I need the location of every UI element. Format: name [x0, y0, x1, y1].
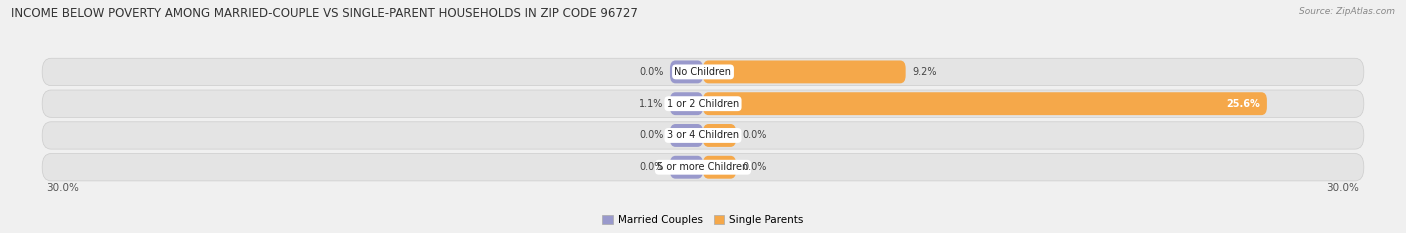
- Text: 0.0%: 0.0%: [742, 130, 768, 140]
- Text: 0.0%: 0.0%: [638, 67, 664, 77]
- Text: 9.2%: 9.2%: [912, 67, 936, 77]
- FancyBboxPatch shape: [703, 156, 737, 179]
- FancyBboxPatch shape: [669, 156, 703, 179]
- FancyBboxPatch shape: [703, 92, 1267, 115]
- FancyBboxPatch shape: [42, 90, 1364, 117]
- FancyBboxPatch shape: [42, 154, 1364, 181]
- Text: 1.1%: 1.1%: [638, 99, 664, 109]
- Legend: Married Couples, Single Parents: Married Couples, Single Parents: [603, 215, 803, 225]
- Text: 3 or 4 Children: 3 or 4 Children: [666, 130, 740, 140]
- Text: Source: ZipAtlas.com: Source: ZipAtlas.com: [1299, 7, 1395, 16]
- FancyBboxPatch shape: [42, 122, 1364, 149]
- Text: No Children: No Children: [675, 67, 731, 77]
- Text: 5 or more Children: 5 or more Children: [658, 162, 748, 172]
- Text: 1 or 2 Children: 1 or 2 Children: [666, 99, 740, 109]
- FancyBboxPatch shape: [42, 58, 1364, 86]
- Text: 0.0%: 0.0%: [742, 162, 768, 172]
- FancyBboxPatch shape: [703, 61, 905, 83]
- FancyBboxPatch shape: [669, 92, 703, 115]
- Text: 30.0%: 30.0%: [46, 183, 80, 193]
- Text: 0.0%: 0.0%: [638, 130, 664, 140]
- Text: 30.0%: 30.0%: [1326, 183, 1360, 193]
- Text: 25.6%: 25.6%: [1226, 99, 1260, 109]
- FancyBboxPatch shape: [669, 124, 703, 147]
- Text: 0.0%: 0.0%: [638, 162, 664, 172]
- FancyBboxPatch shape: [703, 124, 737, 147]
- FancyBboxPatch shape: [669, 61, 703, 83]
- Text: INCOME BELOW POVERTY AMONG MARRIED-COUPLE VS SINGLE-PARENT HOUSEHOLDS IN ZIP COD: INCOME BELOW POVERTY AMONG MARRIED-COUPL…: [11, 7, 638, 20]
